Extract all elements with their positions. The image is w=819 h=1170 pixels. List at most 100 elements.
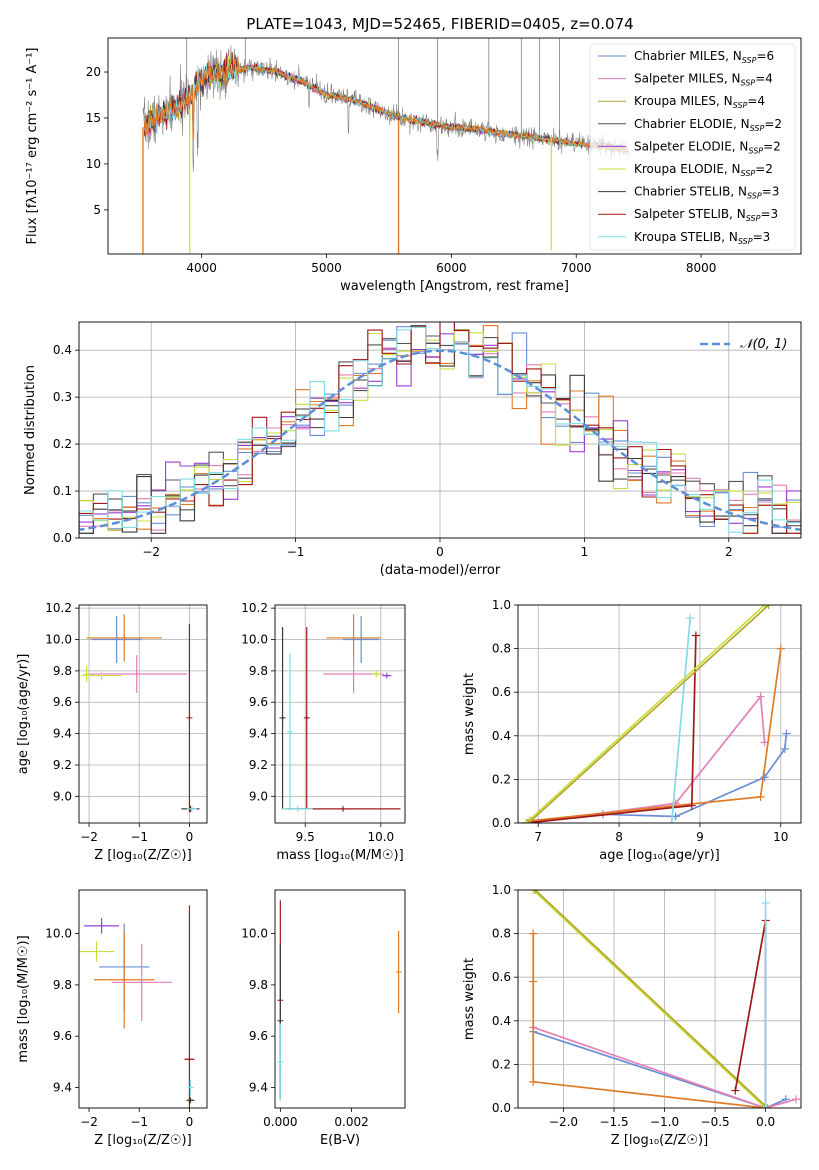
y-tick-label: 15	[86, 111, 101, 125]
x-tick-label: −2	[142, 545, 160, 559]
data-point	[83, 671, 90, 678]
x-tick-label: −1	[130, 1115, 148, 1129]
y-axis-label: mass weight	[462, 958, 477, 1040]
age-vs-mass-panel: 9.5 10.0 9.0 9.2 9.4 9.6 9.8 10.0 10.2 mass [log₁…	[241, 601, 406, 863]
x-axis-label: Z [log₁₀(Z/Z☉)]	[94, 848, 191, 863]
mass-weight-marker	[522, 819, 531, 823]
y-tick-label: 0.1	[53, 484, 72, 498]
y-tick-label: 10.0	[45, 633, 72, 647]
axes-frame	[107, 37, 802, 255]
mass-weight-marker	[531, 890, 540, 894]
model-spectrum	[143, 55, 627, 154]
mass-weight-line	[534, 890, 769, 1108]
mass-weight-marker	[529, 890, 538, 894]
mass-weight-marker	[529, 929, 538, 938]
data-point	[98, 922, 105, 929]
axes-frame	[274, 889, 406, 1109]
y-tick-label: 9.6	[53, 1029, 72, 1043]
legend-entry: Kroupa STELIB, NSSP=3	[634, 230, 770, 246]
y-tick-label: 1.0	[492, 883, 511, 897]
data-point	[383, 672, 390, 679]
x-tick-label: −0.5	[701, 1115, 730, 1129]
y-tick-label: 0.0	[53, 531, 72, 545]
y-tick-label: 9.8	[53, 664, 72, 678]
mass-weight-line	[527, 605, 770, 823]
x-tick-label: 0	[436, 545, 444, 559]
x-tick-label: −2.0	[549, 1115, 578, 1129]
data-point	[395, 969, 402, 976]
x-tick-label: −1.5	[599, 1115, 628, 1129]
mass-weight-marker	[529, 1077, 538, 1086]
y-tick-label: 9.4	[53, 1080, 72, 1094]
axes-frame	[78, 889, 208, 1109]
x-axis-label: Z [log₁₀(Z/Z☉)]	[611, 1133, 708, 1148]
y-tick-label: 10.2	[45, 601, 72, 615]
x-tick-label: 10.0	[367, 830, 394, 844]
mass-weight-marker	[524, 819, 533, 823]
mass-weight-marker	[686, 614, 695, 623]
y-tick-label: 10.0	[241, 927, 268, 941]
y-tick-label: 9.2	[53, 758, 72, 772]
x-tick-label: −2	[80, 1115, 98, 1129]
y-axis-label: mass weight	[462, 673, 477, 755]
mass-weight-marker	[529, 977, 538, 986]
x-axis-label: (data-model)/error	[380, 563, 501, 578]
data-point	[186, 714, 193, 721]
mass-weight-vs-age-panel: 7 8 9 10 0.0 0.2 0.4 0.6 0.8 1.0 age [log₁₀(age/yr…	[462, 598, 802, 863]
x-tick-label: 0	[186, 830, 194, 844]
age-vs-Z-panel: −2 −1 0 9.0 9.2 9.4 9.6 9.8 10.0 10.2 Z [log₁₀(Z/Z…	[16, 601, 208, 863]
y-tick-label: 0.4	[492, 1014, 511, 1028]
data-point	[187, 1084, 194, 1091]
residual-histogram-panel: −2 −1 0 1 2 0.0 0.1 0.2 0.3 0.4 𝒩(0, 1) (data-model…	[23, 321, 802, 578]
mass-weight-marker	[760, 773, 769, 782]
axes-frame	[517, 604, 802, 824]
legend-entry: Chabrier ELODIE, NSSP=2	[634, 117, 782, 133]
y-axis-label: Flux [fλ10⁻¹⁷ erg cm⁻² s⁻¹ A⁻¹]	[25, 48, 40, 245]
data-point	[373, 671, 380, 678]
y-tick-label: 9.4	[53, 727, 72, 741]
x-tick-label: 7	[534, 830, 542, 844]
x-axis-label: age [log₁₀(age/yr)]	[599, 848, 720, 863]
y-tick-label: 9.6	[249, 1029, 268, 1043]
y-tick-label: 9.8	[53, 978, 72, 992]
y-tick-label: 0.0	[492, 816, 511, 830]
mass-weight-marker	[780, 744, 789, 753]
x-tick-label: 8	[615, 830, 623, 844]
legend-entry: Chabrier STELIB, NSSP=3	[634, 185, 779, 201]
legend-box	[589, 43, 796, 251]
x-axis-label: E(B-V)	[320, 1133, 360, 1148]
y-axis-label: Normed distribution	[23, 365, 38, 495]
x-tick-label: 1	[581, 545, 589, 559]
axes-frame	[517, 889, 802, 1109]
data-point	[279, 714, 286, 721]
x-tick-label: 0.0	[756, 1115, 775, 1129]
legend-entry: Kroupa ELODIE, NSSP=2	[634, 162, 773, 178]
x-tick-label: 2	[725, 545, 733, 559]
x-tick-label: 4000	[186, 261, 217, 275]
y-tick-label: 10.0	[45, 927, 72, 941]
y-tick-label: 0.2	[53, 437, 72, 451]
data-point	[138, 979, 145, 986]
y-axis-label: mass [log₁₀(M/M☉)]	[16, 935, 31, 1062]
x-tick-label: 6000	[436, 261, 467, 275]
y-tick-label: 10	[86, 157, 101, 171]
x-tick-label: 0	[186, 1115, 194, 1129]
x-tick-label: −1	[287, 545, 305, 559]
y-tick-label: 0.8	[492, 642, 511, 656]
mass-weight-line	[532, 1030, 787, 1108]
data-point	[93, 948, 100, 955]
x-tick-label: 0.002	[334, 1115, 368, 1129]
mass-weight-vs-Z-panel: −2.0 −1.5 −1.0 −0.5 0.0 0.0 0.2 0.4 0.6 0.8 1.0 Z […	[462, 883, 802, 1148]
mass-weight-marker	[756, 792, 765, 801]
y-tick-label: 10.0	[241, 633, 268, 647]
y-tick-label: 0.4	[492, 729, 511, 743]
x-tick-label: 10	[773, 830, 788, 844]
mass-vs-EBV-panel: 0.000 0.002 9.4 9.6 9.8 10.0 E(B-V)	[241, 889, 406, 1148]
mass-weight-marker	[691, 631, 700, 640]
data-point	[98, 672, 105, 679]
x-tick-label: 0.000	[263, 1115, 297, 1129]
data-point	[187, 1097, 194, 1104]
data-point	[188, 805, 195, 812]
mass-weight-marker	[782, 729, 791, 738]
